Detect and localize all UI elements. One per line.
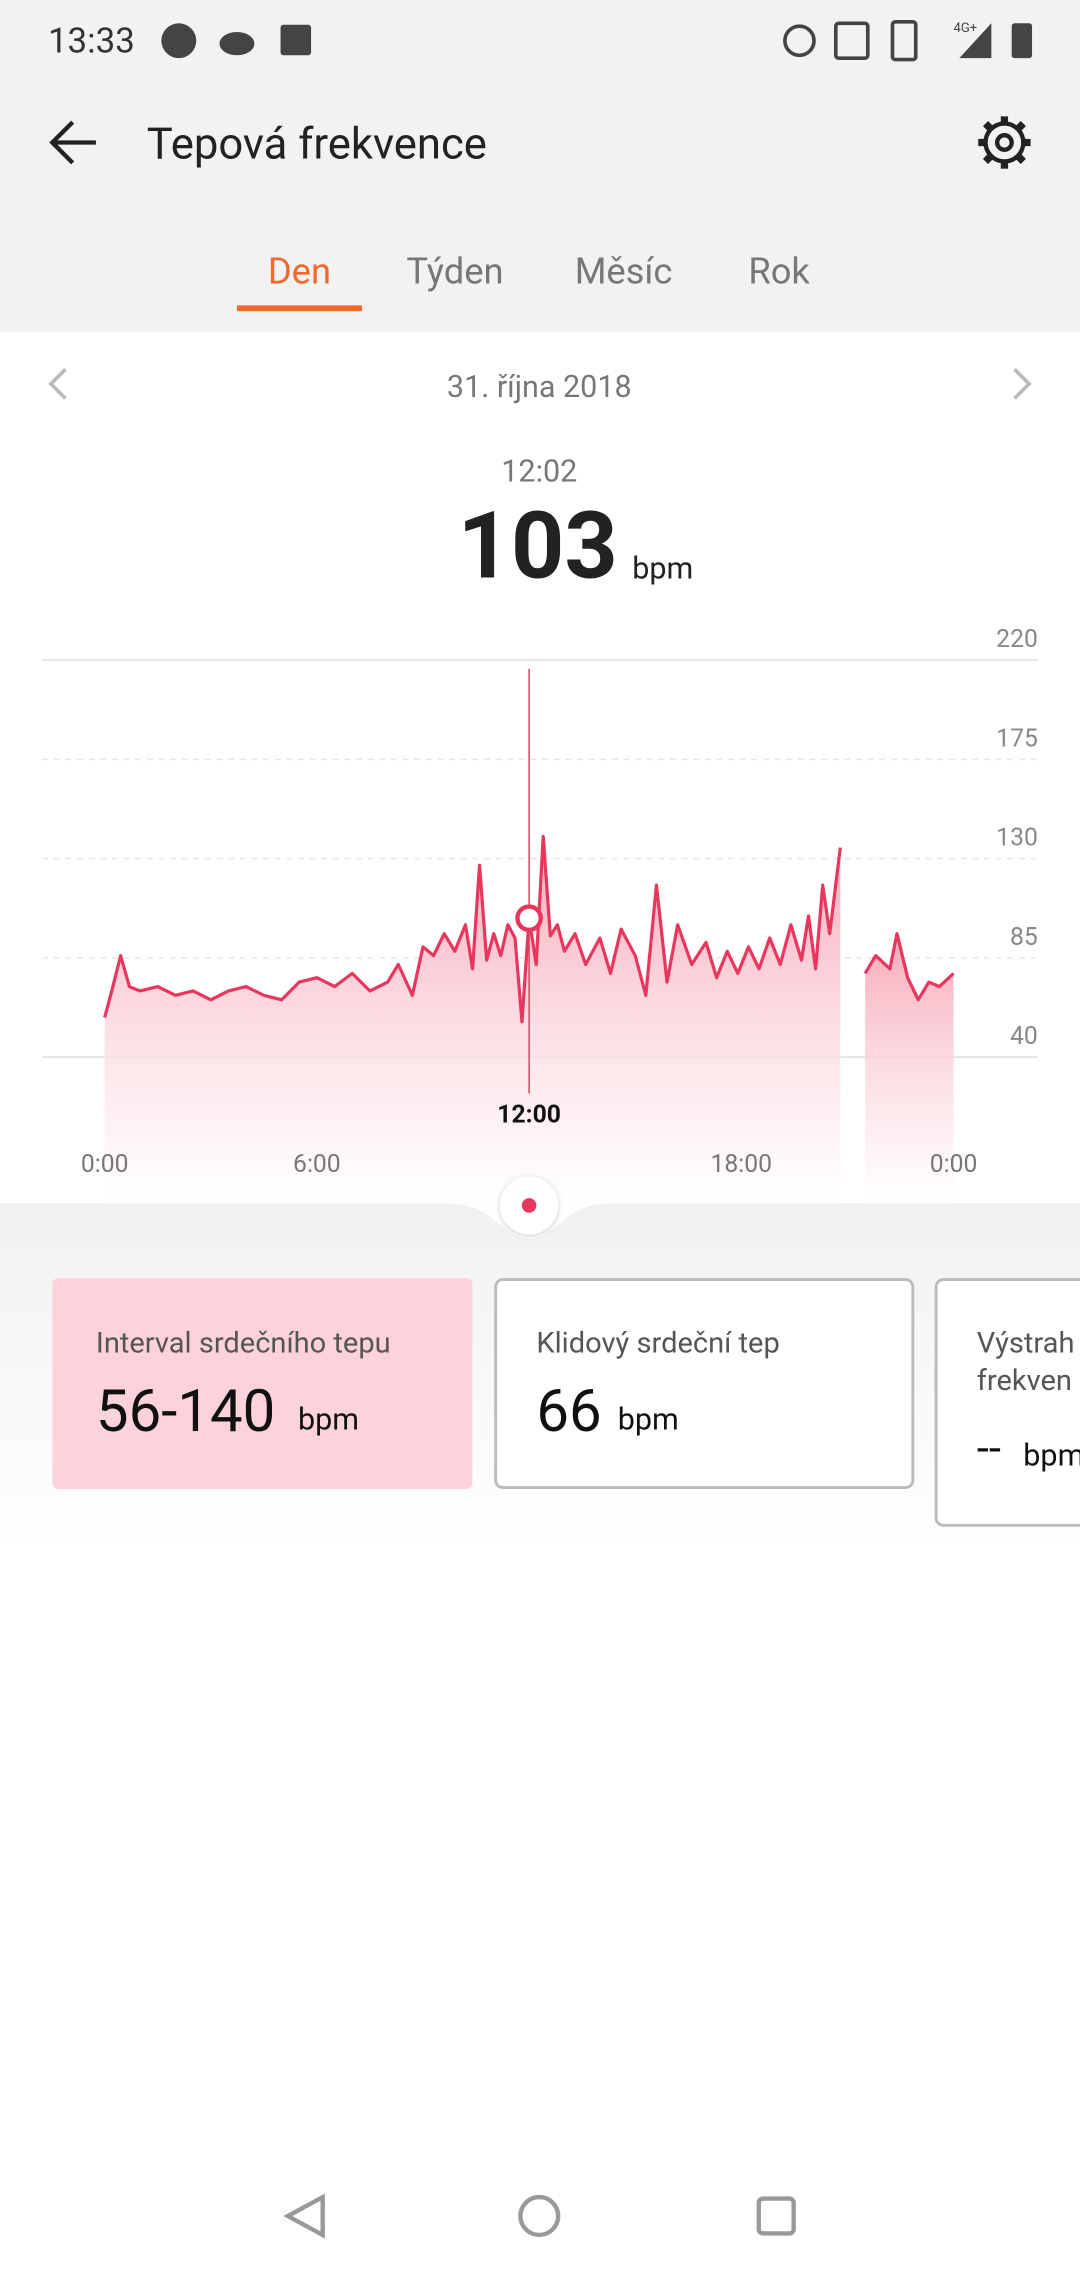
y-tick-label: 40 (1010, 1022, 1038, 1051)
card-title: Interval srdečního tepu (96, 1326, 391, 1360)
card-title: Klidový srdeční tep (536, 1326, 779, 1360)
selected-time: 12:02 (501, 454, 577, 489)
tab[interactable]: Měsíc (575, 250, 673, 293)
card-unit: bpm (618, 1402, 679, 1437)
x-tick-label: 0:00 (930, 1150, 978, 1179)
back-button[interactable] (49, 120, 96, 165)
x-tick-label: 18:00 (711, 1150, 773, 1179)
nav-home[interactable] (518, 2194, 561, 2238)
range-card[interactable] (52, 1278, 473, 1489)
card-value: 66 (536, 1378, 601, 1446)
messenger-icon (161, 23, 197, 59)
x-tick-label: 0:00 (81, 1150, 129, 1179)
y-tick-label: 85 (1010, 923, 1038, 952)
battery-icon (1011, 23, 1033, 59)
settings-button[interactable] (978, 116, 1031, 169)
prev-day[interactable] (48, 368, 67, 400)
card-unit: bpm (298, 1402, 359, 1437)
tab[interactable]: Rok (748, 250, 810, 293)
y-tick-label: 130 (996, 824, 1038, 853)
next-day[interactable] (1013, 368, 1032, 400)
card-title: Výstrah (977, 1326, 1075, 1360)
card-value: 56-140 (96, 1378, 275, 1446)
area-fill (104, 836, 841, 1204)
knob-dot (521, 1198, 537, 1213)
nav-recent[interactable] (756, 2196, 796, 2236)
card-unit: bpm (1023, 1439, 1080, 1474)
tab[interactable]: Týden (406, 250, 503, 293)
status-time: 13:33 (48, 20, 135, 61)
selected-value: 103 (458, 491, 618, 600)
resting-card[interactable] (494, 1278, 915, 1489)
tab[interactable]: Den (268, 250, 331, 293)
gallery-icon (280, 24, 312, 56)
x-tick-label: 6:00 (293, 1150, 341, 1179)
alert-card[interactable] (934, 1278, 1080, 1527)
reddit-icon (219, 31, 255, 56)
card-value: -- (977, 1423, 1001, 1474)
nfc-icon (833, 21, 870, 60)
card-title: frekven (977, 1364, 1072, 1398)
page-title: Tepová frekvence (147, 118, 487, 169)
x-tick-label: 12:00 (497, 1101, 561, 1130)
signal-icon (959, 23, 992, 59)
area-fill (865, 933, 954, 1204)
y-tick-label: 220 (996, 625, 1038, 654)
active-tab-indicator (236, 305, 362, 312)
selected-unit: bpm (632, 552, 693, 587)
nav-back[interactable] (283, 2193, 325, 2239)
y-tick-label: 175 (996, 724, 1038, 753)
vibrate-icon (890, 19, 918, 62)
network-type: 4G+ (954, 21, 978, 36)
selected-point (515, 904, 543, 932)
date: 31. října 2018 (447, 370, 632, 405)
heart-rate-line (103, 834, 955, 1024)
alarm-icon (783, 24, 816, 58)
